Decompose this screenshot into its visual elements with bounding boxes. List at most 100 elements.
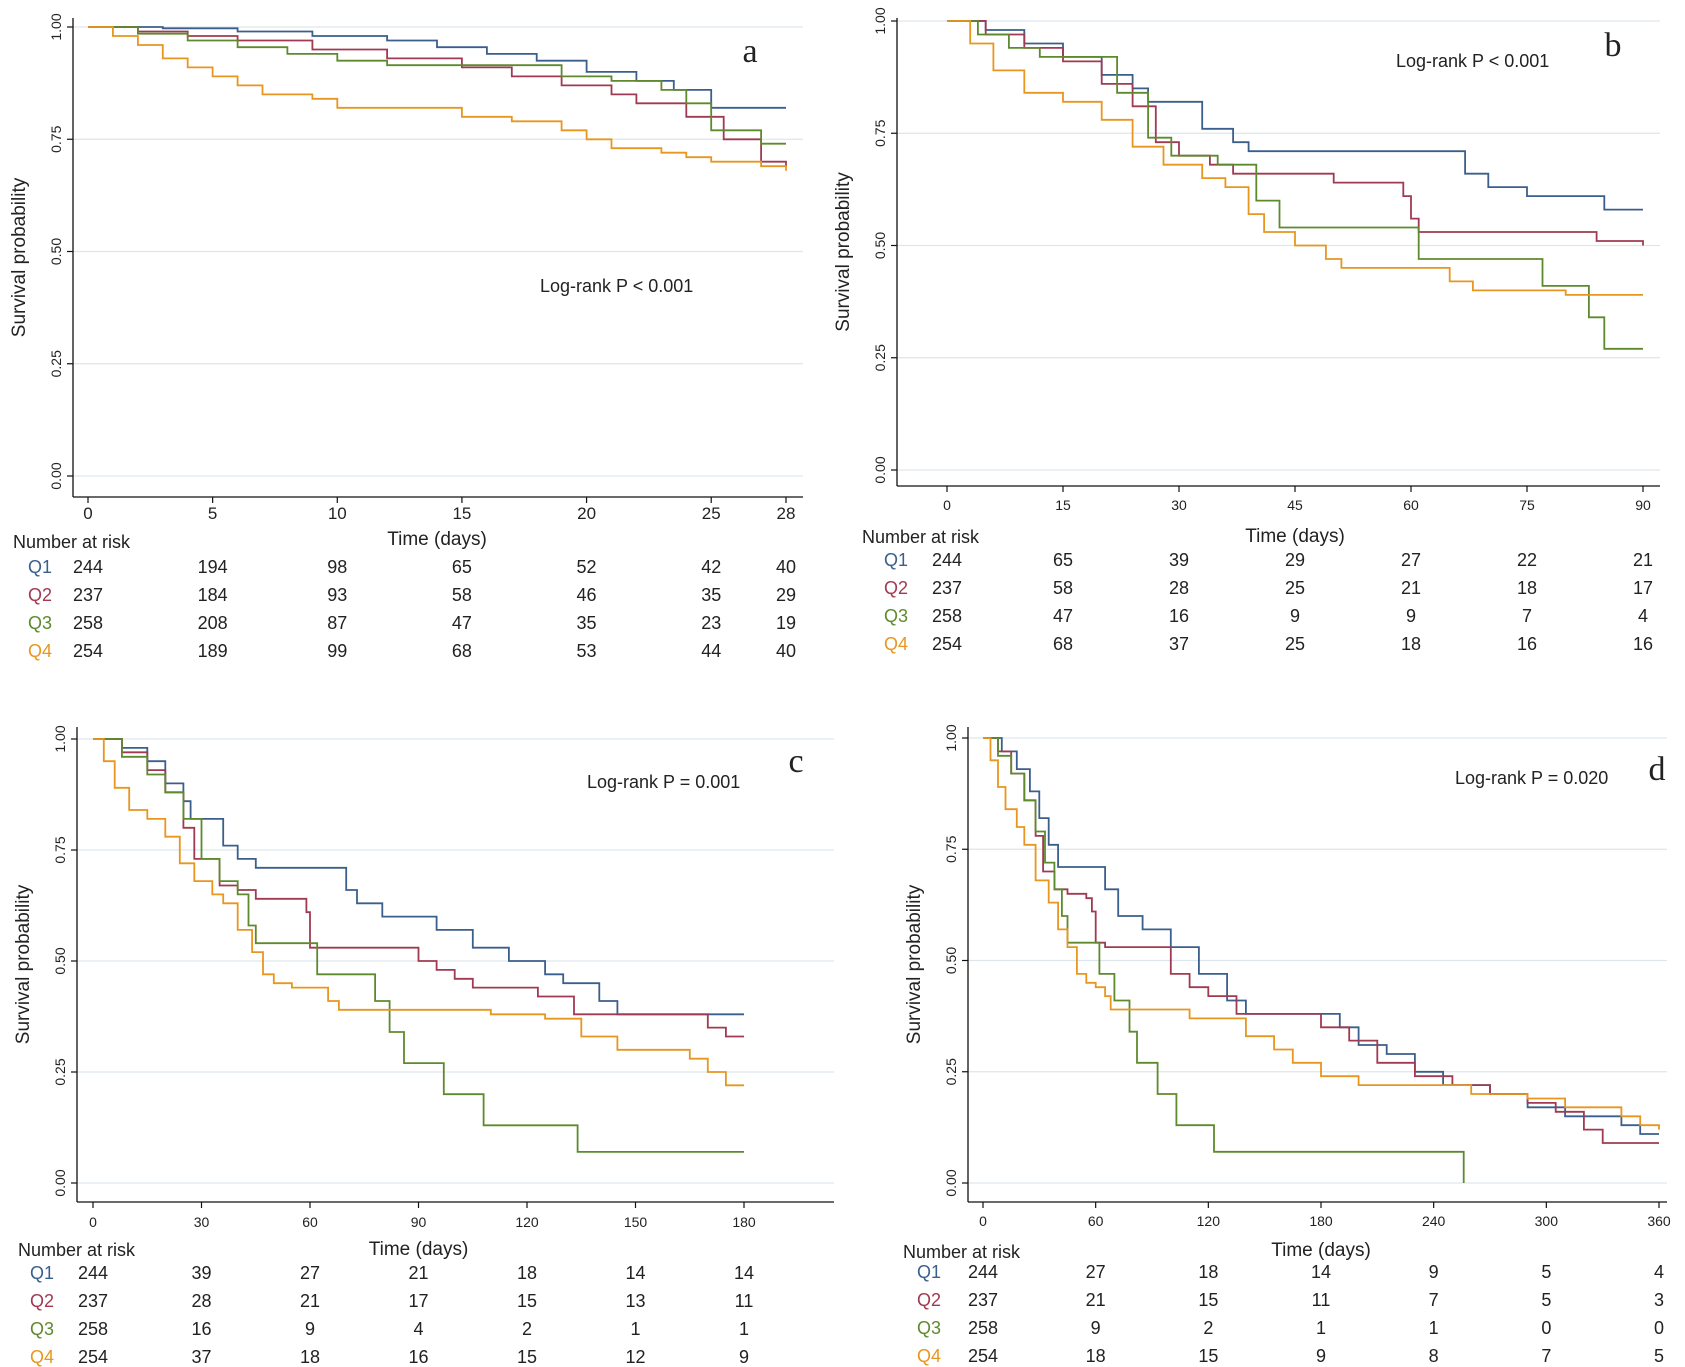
x-tick-label: 300 [1535, 1213, 1559, 1229]
risk-count: 28 [191, 1291, 211, 1311]
risk-count: 21 [1401, 578, 1421, 598]
y-tick-label: 0.50 [48, 238, 64, 265]
survival-curve-q4 [93, 738, 744, 1087]
risk-count: 17 [1633, 578, 1653, 598]
y-tick-label: 0.75 [872, 119, 888, 146]
x-axis-title: Time (days) [369, 1239, 469, 1260]
risk-count: 29 [1285, 550, 1305, 570]
risk-count: 254 [73, 641, 103, 661]
risk-row-label: Q2 [884, 578, 908, 598]
risk-count: 7 [1429, 1290, 1439, 1310]
risk-row-label: Q2 [917, 1290, 941, 1310]
risk-count: 25 [1285, 634, 1305, 654]
risk-count: 37 [191, 1347, 211, 1367]
risk-count: 9 [1429, 1262, 1439, 1282]
x-tick-label: 75 [1519, 497, 1535, 513]
x-tick-label: 30 [1171, 497, 1187, 513]
survival-curve-q3 [88, 26, 786, 145]
risk-count: 46 [577, 585, 597, 605]
risk-count: 15 [517, 1347, 537, 1367]
x-tick-label: 0 [83, 504, 92, 523]
risk-count: 21 [300, 1291, 320, 1311]
survival-curve-q3 [93, 738, 744, 1153]
risk-count: 5 [1654, 1346, 1664, 1366]
survival-curve-q2 [88, 26, 787, 167]
risk-count: 52 [577, 557, 597, 577]
y-tick-label: 0.00 [48, 462, 64, 489]
x-tick-label: 15 [1055, 497, 1071, 513]
x-tick-label: 25 [702, 504, 721, 523]
risk-count: 7 [1541, 1346, 1551, 1366]
risk-count: 254 [932, 634, 962, 654]
risk-count: 9 [1406, 606, 1416, 626]
risk-count: 194 [198, 557, 228, 577]
risk-count: 2 [522, 1319, 532, 1339]
x-tick-label: 150 [624, 1214, 648, 1230]
risk-table-title: Number at risk [903, 1242, 1021, 1262]
y-tick-label: 0.00 [943, 1169, 959, 1196]
y-tick-label: 0.25 [872, 344, 888, 371]
risk-count: 237 [968, 1290, 998, 1310]
risk-count: 37 [1169, 634, 1189, 654]
y-tick-label: 1.00 [52, 725, 68, 752]
x-axis-title: Time (days) [387, 529, 487, 550]
x-tick-label: 180 [1309, 1213, 1333, 1229]
risk-count: 244 [78, 1263, 108, 1283]
risk-row-label: Q4 [884, 634, 908, 654]
risk-count: 258 [932, 606, 962, 626]
risk-row-label: Q4 [917, 1346, 941, 1366]
x-tick-label: 30 [194, 1214, 210, 1230]
risk-count: 9 [1316, 1346, 1326, 1366]
risk-count: 25 [1285, 578, 1305, 598]
risk-count: 4 [1638, 606, 1648, 626]
x-tick-label: 0 [943, 497, 951, 513]
risk-count: 22 [1517, 550, 1537, 570]
x-tick-label: 180 [732, 1214, 756, 1230]
survival-curve-q3 [947, 20, 1643, 350]
risk-count: 12 [625, 1347, 645, 1367]
risk-count: 93 [327, 585, 347, 605]
risk-count: 11 [1312, 1290, 1331, 1310]
risk-count: 0 [1654, 1318, 1664, 1338]
risk-count: 244 [932, 550, 962, 570]
risk-count: 44 [701, 641, 721, 661]
risk-count: 258 [78, 1319, 108, 1339]
logrank-annotation: Log-rank P = 0.020 [1455, 768, 1608, 788]
x-tick-label: 120 [515, 1214, 539, 1230]
x-tick-label: 20 [577, 504, 596, 523]
risk-count: 68 [452, 641, 472, 661]
risk-count: 65 [1053, 550, 1073, 570]
risk-count: 27 [300, 1263, 320, 1283]
survival-curve-q4 [947, 20, 1643, 296]
y-tick-label: 0.00 [52, 1169, 68, 1196]
risk-count: 14 [734, 1263, 754, 1283]
logrank-annotation: Log-rank P < 0.001 [1396, 51, 1549, 71]
logrank-annotation: Log-rank P < 0.001 [540, 276, 693, 296]
risk-count: 21 [408, 1263, 428, 1283]
risk-count: 21 [1086, 1290, 1106, 1310]
survival-curve-q1 [947, 20, 1643, 211]
x-tick-label: 0 [89, 1214, 97, 1230]
risk-count: 258 [968, 1318, 998, 1338]
logrank-annotation: Log-rank P = 0.001 [587, 772, 740, 792]
survival-curve-q3 [983, 737, 1465, 1183]
risk-count: 42 [701, 557, 721, 577]
survival-curve-q1 [93, 738, 744, 1016]
risk-count: 99 [327, 641, 347, 661]
risk-count: 14 [625, 1263, 645, 1283]
panel-label: d [1649, 751, 1666, 788]
risk-count: 1 [630, 1319, 640, 1339]
risk-count: 21 [1633, 550, 1653, 570]
risk-count: 65 [452, 557, 472, 577]
risk-row-label: Q4 [30, 1347, 54, 1367]
x-tick-label: 360 [1647, 1213, 1671, 1229]
x-tick-label: 90 [1635, 497, 1651, 513]
risk-count: 39 [1169, 550, 1189, 570]
risk-count: 47 [1053, 606, 1073, 626]
risk-count: 15 [517, 1291, 537, 1311]
risk-row-label: Q3 [30, 1319, 54, 1339]
risk-count: 16 [191, 1319, 211, 1339]
risk-count: 40 [776, 641, 796, 661]
x-tick-label: 60 [1088, 1213, 1104, 1229]
risk-count: 47 [452, 613, 472, 633]
